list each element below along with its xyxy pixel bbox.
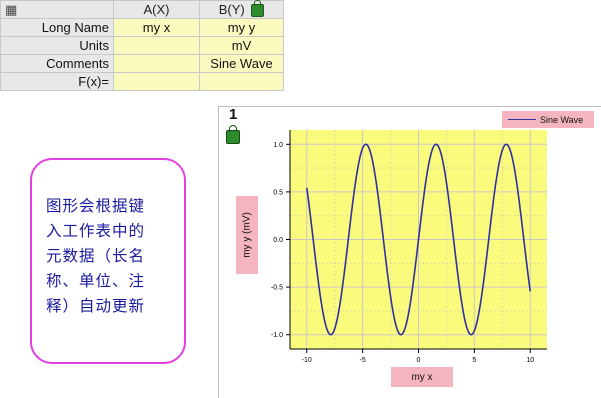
callout-line: 元数据（长名 [46, 247, 146, 265]
x-tick-label: -5 [360, 357, 366, 364]
worksheet-row: Comments Sine Wave [0, 54, 284, 73]
y-tick-label: 0.0 [273, 237, 283, 244]
annotation-callout: 图形会根据键 入工作表中的 元数据（长名 称、单位、注 释）自动更新 [30, 158, 186, 364]
y-tick-label: -1.0 [271, 332, 283, 339]
worksheet-table: ▦ A(X) B(Y) Long Name my x my y Units mV… [0, 0, 284, 91]
worksheet-row: F(x)= [0, 72, 284, 91]
cell-b-comments[interactable]: Sine Wave [199, 54, 284, 73]
callout-text: 图形会根据键 入工作表中的 元数据（长名 称、单位、注 释）自动更新 [46, 194, 178, 319]
worksheet-row: Units mV [0, 36, 284, 55]
cell-b-fx[interactable] [199, 72, 284, 91]
callout-line: 称、单位、注 [46, 272, 146, 290]
legend-line-swatch [508, 119, 536, 120]
worksheet-header-row: ▦ A(X) B(Y) [0, 0, 284, 19]
worksheet-corner[interactable]: ▦ [0, 0, 114, 19]
lock-icon[interactable] [251, 0, 265, 18]
y-tick-label: -0.5 [271, 285, 283, 292]
legend-label: Sine Wave [540, 114, 584, 125]
x-axis-title[interactable]: my x [391, 367, 453, 387]
y-axis-title-box[interactable] [236, 196, 258, 274]
column-header-b-label: B(Y) [218, 1, 245, 17]
y-tick-label: 0.5 [273, 189, 283, 196]
x-tick-label: 0 [417, 357, 421, 364]
cell-a-fx[interactable] [113, 72, 200, 91]
callout-line: 释）自动更新 [46, 297, 146, 315]
callout-line: 入工作表中的 [46, 222, 146, 240]
callout-line: 图形会根据键 [46, 197, 146, 215]
y-tick-label: 1.0 [273, 142, 283, 149]
graph-layer-number[interactable]: 1 [229, 106, 238, 123]
x-tick-label: -10 [302, 357, 312, 364]
legend[interactable]: Sine Wave [502, 111, 594, 128]
row-label-long-name[interactable]: Long Name [0, 18, 114, 37]
graph-lock-icon[interactable] [226, 125, 240, 144]
worksheet-grid-icon: ▦ [5, 1, 18, 17]
cell-b-units[interactable]: mV [199, 36, 284, 55]
cell-b-long-name[interactable]: my y [199, 18, 284, 37]
row-label-fx[interactable]: F(x)= [0, 72, 114, 91]
x-tick-label: 5 [472, 357, 476, 364]
series-line-sine-wave [305, 143, 532, 336]
row-label-comments[interactable]: Comments [0, 54, 114, 73]
row-label-units[interactable]: Units [0, 36, 114, 55]
x-tick-label: 10 [526, 357, 534, 364]
worksheet-row: Long Name my x my y [0, 18, 284, 37]
y-axis-title: my y (mV) [241, 212, 253, 258]
cell-a-long-name[interactable]: my x [113, 18, 200, 37]
column-header-a[interactable]: A(X) [113, 0, 200, 19]
column-header-b[interactable]: B(Y) [199, 0, 284, 19]
worksheet: ▦ A(X) B(Y) Long Name my x my y Units mV… [0, 0, 285, 118]
